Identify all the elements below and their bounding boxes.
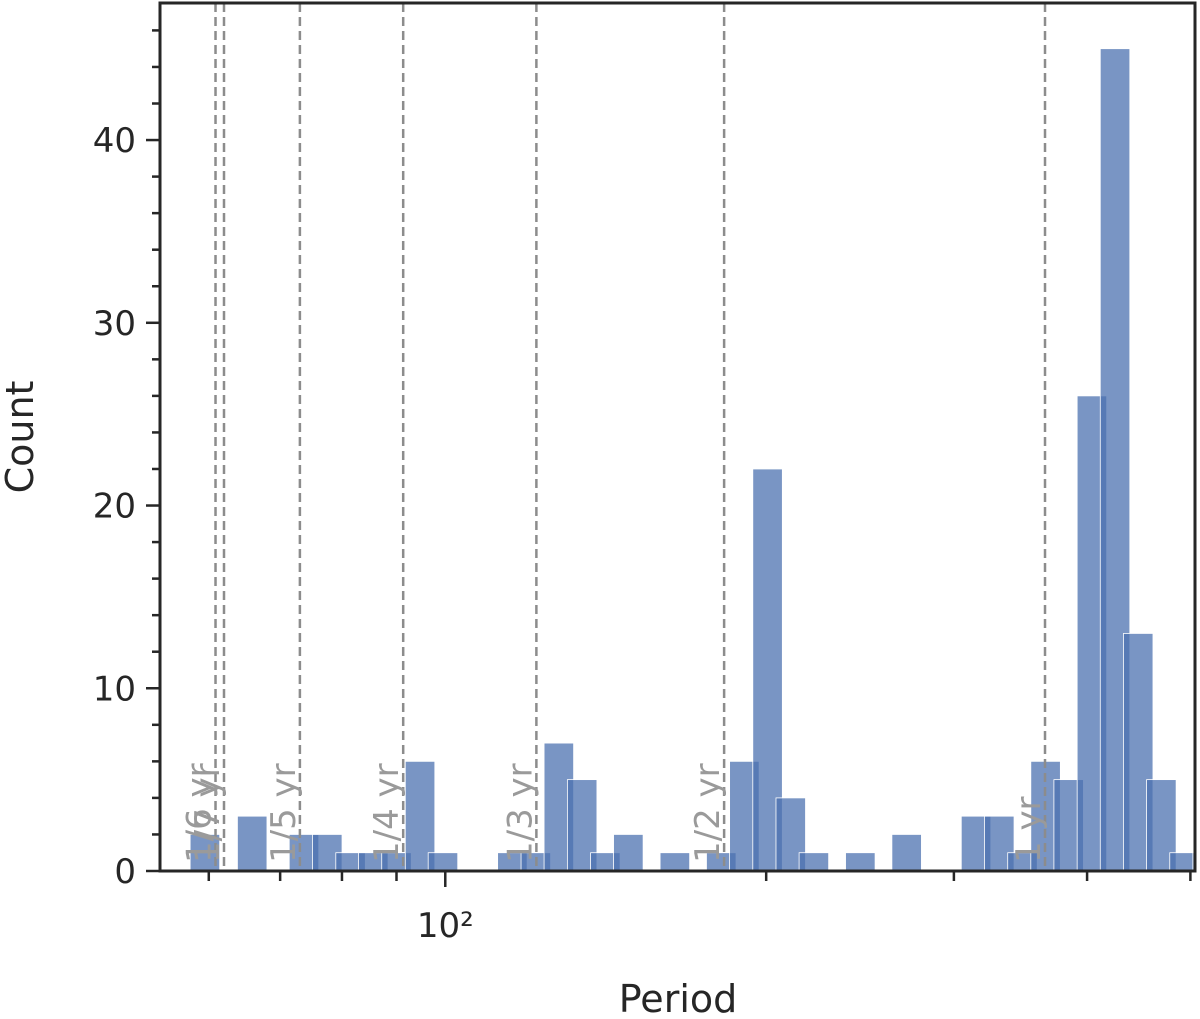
histogram-bar-22 xyxy=(891,834,922,872)
reference-label-0: 1/7 yr xyxy=(188,763,228,863)
x-axis-label: Period xyxy=(619,977,738,1019)
y-tick-label-2: 20 xyxy=(93,487,136,527)
histogram-bar-15 xyxy=(659,852,691,872)
histogram-bar-0 xyxy=(189,834,221,872)
y-axis-label: Count xyxy=(0,381,42,494)
histogram-bar-14 xyxy=(613,834,644,872)
plot-frame xyxy=(158,1,1197,873)
reference-lines-group xyxy=(214,3,1047,871)
histogram-bar-8 xyxy=(427,852,459,872)
reference-label-1: 1/6 yr xyxy=(180,763,220,863)
histogram-bar-32 xyxy=(1169,852,1196,872)
y-axis-ticks: 0 10 20 30 40 xyxy=(93,29,160,892)
reference-label-5: 1/2 yr xyxy=(688,763,728,863)
y-tick-label-1: 10 xyxy=(93,669,136,709)
histogram-bar-20 xyxy=(798,852,830,872)
x-axis-ticks: 10² xyxy=(207,871,1192,946)
histogram-bar-1 xyxy=(237,815,268,872)
y-tick-label-4: 40 xyxy=(93,121,136,161)
reference-label-2: 1/5 yr xyxy=(264,763,304,863)
y-tick-label-3: 30 xyxy=(93,304,136,344)
reference-label-4: 1/3 yr xyxy=(500,763,540,863)
x-tick-label-0: 10² xyxy=(417,906,474,946)
reference-label-6: 1 yr xyxy=(1009,796,1049,863)
reference-label-3: 1/4 yr xyxy=(367,763,407,863)
y-tick-label-0: 0 xyxy=(114,852,136,892)
bars-group xyxy=(189,48,1196,872)
reference-labels-group: 1/7 yr1/6 yr 1/5 yr 1/4 yr 1/3 yr 1/2 yr 1 yr xyxy=(180,763,1049,863)
histogram-bar-21 xyxy=(845,852,876,872)
